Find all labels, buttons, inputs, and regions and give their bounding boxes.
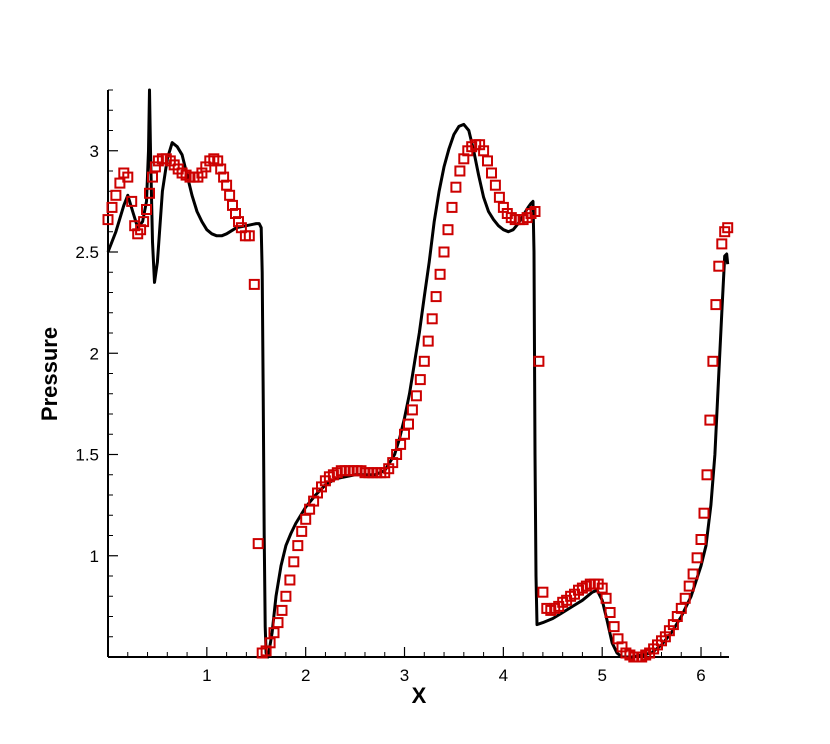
series-2-marker — [138, 216, 150, 228]
series-2-marker — [248, 278, 260, 290]
y-axis-title: Pressure — [37, 327, 62, 421]
series-2-marker — [422, 335, 434, 347]
series-2-marker — [430, 291, 442, 303]
y-tick-label: 1 — [90, 547, 99, 566]
axes: 1 2 3 4 5 6 1 1.5 2 2.5 3 — [75, 89, 729, 685]
series-2-marker — [596, 582, 608, 594]
x-tick-label: 3 — [400, 666, 409, 685]
series-2-marker — [147, 171, 158, 183]
series-2-marker — [713, 260, 725, 272]
series-2-marker — [272, 617, 284, 629]
series-2-marker — [276, 604, 288, 616]
series-2-marker — [450, 181, 462, 193]
series-2-marker — [252, 538, 264, 550]
series-2-marker — [410, 390, 422, 402]
series-2-marker — [675, 602, 687, 614]
series-2-marker — [695, 534, 707, 545]
x-tick-label: 4 — [499, 666, 508, 685]
series-2-marker — [224, 189, 236, 201]
series-2-marker — [608, 621, 620, 633]
series-2-marker — [233, 216, 244, 228]
series-2-marker — [122, 171, 134, 183]
series-2-marker — [418, 355, 430, 367]
series-2-marker — [110, 189, 122, 201]
series-2-marker — [268, 627, 280, 639]
series-2-marker — [288, 556, 300, 568]
series-2-marker — [687, 568, 699, 580]
series-2-marker — [537, 586, 549, 598]
series-2-marker — [434, 268, 446, 280]
series-2-marker — [698, 507, 710, 519]
series-2-marker — [701, 469, 713, 481]
series-2-marker — [442, 224, 454, 236]
series-2-marker — [292, 540, 304, 552]
y-tick-label: 1.5 — [75, 446, 99, 465]
series-2-marker — [604, 607, 616, 618]
series-2-marker — [438, 246, 450, 258]
series-2-marker — [493, 191, 505, 203]
series-2-marker — [446, 201, 458, 213]
series-2-marker — [296, 525, 308, 537]
series-2-marker — [264, 637, 276, 649]
plot-data — [102, 88, 734, 663]
series-2-marker — [144, 187, 155, 199]
y-tick-label: 2.5 — [75, 243, 99, 262]
x-tick-label: 5 — [597, 666, 606, 685]
series-2-marker — [707, 355, 719, 367]
series-2-marker — [403, 418, 414, 430]
series-2-marker — [486, 167, 497, 179]
series-2-marker — [489, 179, 501, 191]
series-2-marker — [710, 299, 722, 311]
series-2-marker — [221, 179, 233, 191]
series-2-marker — [533, 355, 545, 367]
series-2-marker — [529, 206, 541, 217]
series-2-marker — [391, 449, 403, 460]
x-tick-label: 1 — [202, 666, 211, 685]
series-2-marker — [722, 222, 734, 234]
y-tick-label: 3 — [90, 142, 99, 161]
series-2-marker — [683, 580, 695, 592]
series-2-marker — [280, 590, 292, 602]
series-1-line — [106, 88, 730, 659]
series-2-marker — [399, 428, 410, 440]
series-2-marker — [454, 165, 466, 177]
series-2-marker — [102, 214, 114, 226]
series-2-marker — [704, 414, 716, 426]
series-2-marker — [482, 155, 493, 167]
series-2-marker — [414, 374, 426, 386]
series-2-marker — [679, 592, 691, 604]
series-2-marker — [691, 552, 703, 564]
x-tick-label: 2 — [301, 666, 310, 685]
series-2-marker — [243, 230, 255, 242]
series-2-marker — [300, 513, 312, 525]
series-2-marker — [426, 313, 438, 325]
series-2-marker — [284, 574, 296, 586]
x-axis-title: X — [412, 683, 427, 708]
series-2-marker — [716, 238, 728, 250]
series-2-marker — [114, 177, 126, 189]
series-2-marker — [141, 204, 152, 215]
series-2-marker — [478, 145, 490, 157]
series-2-marker — [149, 161, 161, 173]
series-2-marker — [106, 201, 118, 213]
series-2-marker — [406, 404, 418, 416]
x-tick-label: 6 — [696, 666, 705, 685]
y-tick-label: 2 — [90, 344, 99, 363]
series-2-marker — [126, 195, 138, 207]
series-2-marker — [395, 438, 407, 450]
series-2-marker — [600, 592, 612, 604]
